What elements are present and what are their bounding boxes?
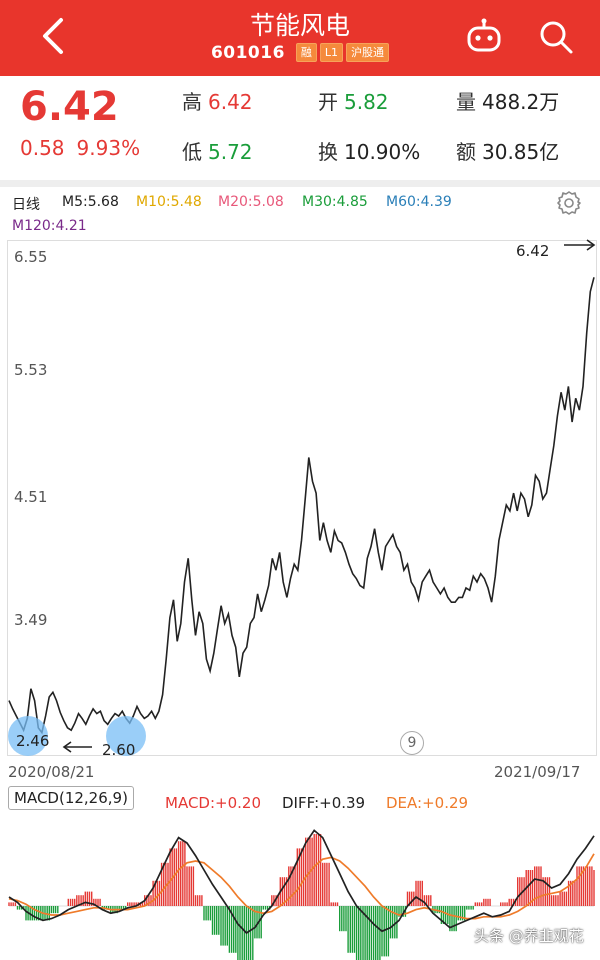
arrow-right-icon: [564, 239, 596, 251]
volume-field: 量 488.2万: [456, 86, 559, 115]
low-field: 低 5.72: [182, 136, 253, 165]
amount-label: 额: [456, 140, 476, 164]
badge-margin: 融: [295, 43, 317, 62]
info-circle-icon[interactable]: 9: [400, 731, 424, 755]
high-label: 高: [182, 90, 202, 114]
section-divider: [0, 180, 600, 187]
change-percent: 9.93%: [76, 136, 141, 160]
badge-connect: 沪股通: [346, 43, 390, 62]
diff-line: [8, 829, 595, 935]
turnover-value: 10.90%: [344, 140, 421, 164]
open-value: 5.82: [344, 90, 389, 114]
volume-label: 量: [456, 90, 476, 114]
ma120-value: M120:4.21: [12, 218, 87, 234]
diff-value: DIFF:+0.39: [282, 794, 366, 812]
high-field: 高 6.42: [182, 86, 253, 115]
open-field: 开 5.82: [318, 86, 389, 115]
stock-name: 节能风电: [249, 11, 350, 40]
price-change: 0.58 9.93%: [20, 136, 152, 160]
price-series-line: [8, 277, 595, 735]
stock-code: 601016: [210, 43, 285, 63]
end-date-label: 2021/09/17: [494, 763, 581, 781]
ma10-value: M10:5.48: [136, 194, 202, 210]
ma30-value: M30:4.85: [302, 194, 368, 210]
turnover-label: 换: [318, 140, 338, 164]
search-icon[interactable]: [537, 18, 575, 56]
badge-level: L1: [319, 43, 344, 62]
macd-value: MACD:+0.20: [165, 794, 261, 812]
low-value: 5.72: [208, 140, 253, 164]
ma5-value: M5:5.68: [62, 194, 119, 210]
start-date-label: 2020/08/21: [8, 763, 95, 781]
turnover-field: 换 10.90%: [318, 136, 420, 165]
zoom-handle-left[interactable]: [8, 716, 48, 756]
quote-panel: 6.42 0.58 9.93% 高 6.42 开 5.82 量 488.2万 低 5.72…: [0, 76, 600, 180]
dea-value: DEA:+0.29: [386, 794, 469, 812]
top-bar: 节能风电 601016 融 L1 沪股通: [0, 0, 600, 76]
macd-indicator-label[interactable]: MACD(12,26,9): [8, 786, 134, 810]
robot-assistant-icon[interactable]: [465, 18, 503, 56]
y-tick-label: 5.53: [14, 361, 48, 379]
period-label[interactable]: 日线: [12, 197, 40, 213]
price-chart-frame: [7, 240, 597, 756]
amount-value: 30.85亿: [482, 140, 560, 164]
ma60-value: M60:4.39: [386, 194, 452, 210]
low-marker-label-2: 2.60: [102, 741, 136, 759]
change-amount: 0.58: [20, 136, 65, 160]
zoom-handle-right[interactable]: [106, 716, 146, 756]
y-tick-label: 6.55: [14, 248, 48, 266]
stock-code-row: 601016 融 L1 沪股通: [0, 43, 600, 63]
y-tick-label: 3.49: [14, 611, 48, 629]
low-label: 低: [182, 140, 202, 164]
low-marker-label: 2.46: [16, 732, 50, 750]
current-price: 6.42: [20, 84, 119, 130]
volume-value: 488.2万: [482, 90, 560, 114]
watermark: 头条 @养韭观花: [474, 927, 584, 945]
ma20-value: M20:5.08: [218, 194, 284, 210]
high-value: 6.42: [208, 90, 253, 114]
dea-line: [8, 853, 595, 920]
high-marker-label: 6.42: [516, 242, 550, 260]
back-arrow-icon[interactable]: [34, 14, 74, 58]
arrow-left-icon: [62, 741, 92, 753]
gear-icon[interactable]: [556, 190, 582, 216]
open-label: 开: [318, 90, 338, 114]
amount-field: 额 30.85亿: [456, 136, 559, 165]
y-tick-label: 4.51: [14, 488, 48, 506]
